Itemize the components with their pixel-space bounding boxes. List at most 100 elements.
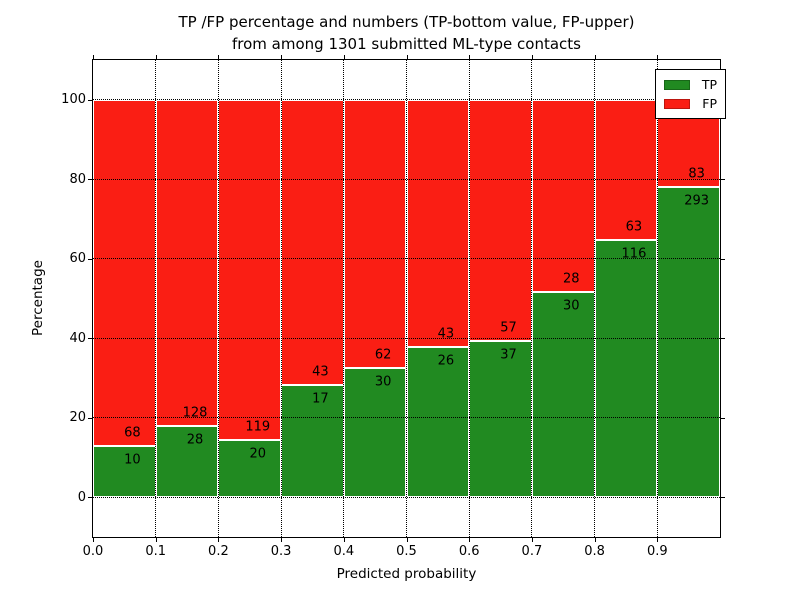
y-tick-right-40 bbox=[721, 338, 725, 340]
y-tick-right-0 bbox=[721, 497, 725, 499]
x-tick-bottom-0.8 bbox=[594, 538, 596, 542]
y-tick-left-80 bbox=[88, 179, 92, 181]
bar-label-tp-3: 17 bbox=[312, 391, 329, 407]
bar-label-tp-7: 30 bbox=[562, 298, 580, 314]
x-tick-top-0.0 bbox=[93, 55, 94, 59]
bar-label-fp-0: 68 bbox=[124, 425, 141, 441]
bar-label-tp-0: 10 bbox=[124, 452, 141, 468]
x-tick-bottom-0.1 bbox=[155, 538, 157, 542]
gridline-y-60 bbox=[93, 258, 720, 260]
x-tick-label-0.4: 0.4 bbox=[333, 544, 355, 559]
x-tick-label-0.8: 0.8 bbox=[584, 544, 605, 559]
x-tick-label-0.5: 0.5 bbox=[396, 544, 417, 559]
y-tick-left-0 bbox=[88, 497, 92, 499]
x-tick-top-0.9 bbox=[657, 55, 659, 59]
bar-label-fp-9: 83 bbox=[688, 166, 705, 182]
bar-segment-fp-5 bbox=[406, 99, 470, 348]
legend-fp-swatch-icon bbox=[664, 98, 690, 109]
legend-fp-label: FP bbox=[702, 96, 717, 111]
x-tick-bottom-0.4 bbox=[343, 538, 345, 542]
gridline-x-0.9 bbox=[656, 60, 658, 537]
gridline-x-0.4 bbox=[343, 60, 345, 537]
chart-title-line-1: TP /FP percentage and numbers (TP-bottom… bbox=[178, 13, 635, 31]
x-tick-top-0.1 bbox=[155, 55, 157, 59]
y-tick-left-20 bbox=[88, 417, 92, 419]
x-tick-top-0.2 bbox=[218, 55, 220, 59]
gridline-x-0.1 bbox=[155, 60, 157, 537]
y-tick-left-40 bbox=[88, 338, 92, 340]
x-tick-top-0.3 bbox=[281, 55, 283, 59]
x-tick-label-0.7: 0.7 bbox=[521, 544, 543, 559]
legend-tp-swatch-icon bbox=[664, 79, 690, 90]
y-tick-label-20: 20 bbox=[69, 410, 86, 426]
bar-label-fp-2: 119 bbox=[245, 419, 271, 435]
bar-segment-tp-6 bbox=[469, 340, 532, 498]
bar-segment-fp-6 bbox=[469, 99, 532, 341]
bar-segment-tp-2 bbox=[218, 440, 282, 498]
x-tick-label-0.6: 0.6 bbox=[458, 544, 480, 559]
bar-label-fp-8: 63 bbox=[625, 219, 643, 235]
bar-segment-fp-0 bbox=[93, 99, 156, 447]
x-tick-label-0.3: 0.3 bbox=[270, 544, 292, 559]
chart-title-line-2: from among 1301 submitted ML-type contac… bbox=[232, 35, 581, 53]
bar-label-fp-4: 62 bbox=[374, 347, 392, 363]
gridline-y-20 bbox=[93, 417, 720, 419]
x-tick-bottom-0.5 bbox=[406, 538, 408, 542]
bar-segment-tp-0 bbox=[93, 446, 156, 498]
x-tick-top-0.5 bbox=[406, 55, 408, 59]
x-axis-label: Predicted probability bbox=[336, 566, 477, 582]
bar-label-fp-7: 28 bbox=[562, 271, 580, 287]
bar-segment-tp-7 bbox=[531, 291, 595, 498]
gridline-y-80 bbox=[93, 178, 720, 180]
gridline-x-0.3 bbox=[280, 60, 282, 537]
bar-segment-tp-9 bbox=[657, 187, 720, 498]
gridline-x-0.7 bbox=[531, 60, 533, 537]
bar-label-tp-1: 28 bbox=[186, 432, 204, 448]
bar-label-tp-4: 30 bbox=[374, 374, 392, 390]
bar-label-tp-2: 20 bbox=[249, 446, 267, 462]
y-tick-right-20 bbox=[721, 417, 725, 419]
bar-label-fp-3: 43 bbox=[312, 364, 329, 380]
bar-label-fp-1: 128 bbox=[182, 405, 208, 421]
bar-segment-tp-8 bbox=[594, 239, 658, 498]
legend-entry-fp: FP bbox=[664, 94, 717, 113]
gridline-x-0.2 bbox=[217, 60, 219, 537]
x-tick-bottom-0.3 bbox=[281, 538, 283, 542]
bar-segment-fp-1 bbox=[155, 99, 219, 426]
x-tick-top-0.6 bbox=[469, 55, 471, 59]
bar-label-fp-5: 43 bbox=[437, 326, 455, 342]
y-tick-right-80 bbox=[721, 179, 725, 181]
bar-label-tp-5: 26 bbox=[437, 353, 455, 369]
y-tick-label-40: 40 bbox=[69, 330, 86, 346]
bar-segment-tp-3 bbox=[281, 384, 344, 498]
y-tick-label-100: 100 bbox=[61, 92, 86, 108]
bar-label-fp-6: 57 bbox=[500, 320, 517, 336]
legend: TP FP bbox=[655, 69, 726, 119]
bar-label-tp-8: 116 bbox=[621, 246, 647, 262]
bar-label-tp-9: 293 bbox=[684, 193, 710, 209]
bar-segment-fp-7 bbox=[531, 99, 595, 292]
gridline-x-0.8 bbox=[594, 60, 596, 537]
y-tick-right-60 bbox=[721, 258, 725, 260]
y-tick-label-80: 80 bbox=[69, 171, 86, 187]
gridline-x-0.6 bbox=[468, 60, 470, 537]
y-axis-label: Percentage bbox=[30, 260, 46, 336]
x-tick-label-0.1: 0.1 bbox=[145, 544, 167, 559]
gridline-y-40 bbox=[93, 337, 720, 339]
bar-segment-fp-4 bbox=[343, 99, 407, 368]
chart-title: TP /FP percentage and numbers (TP-bottom… bbox=[93, 11, 720, 55]
x-tick-label-0.0: 0.0 bbox=[82, 544, 104, 559]
legend-entry-tp: TP bbox=[664, 75, 717, 94]
x-tick-label-0.2: 0.2 bbox=[208, 544, 229, 559]
x-tick-bottom-0.2 bbox=[218, 538, 220, 542]
x-tick-bottom-0.7 bbox=[531, 538, 533, 542]
y-tick-left-100 bbox=[88, 99, 92, 101]
x-tick-top-0.8 bbox=[594, 55, 596, 59]
bar-segment-tp-5 bbox=[406, 347, 470, 498]
x-tick-bottom-0.0 bbox=[93, 538, 94, 542]
gridline-y-100 bbox=[93, 99, 720, 101]
legend-tp-label: TP bbox=[701, 77, 717, 92]
x-tick-top-0.7 bbox=[531, 55, 533, 59]
y-tick-label-0: 0 bbox=[77, 489, 86, 505]
